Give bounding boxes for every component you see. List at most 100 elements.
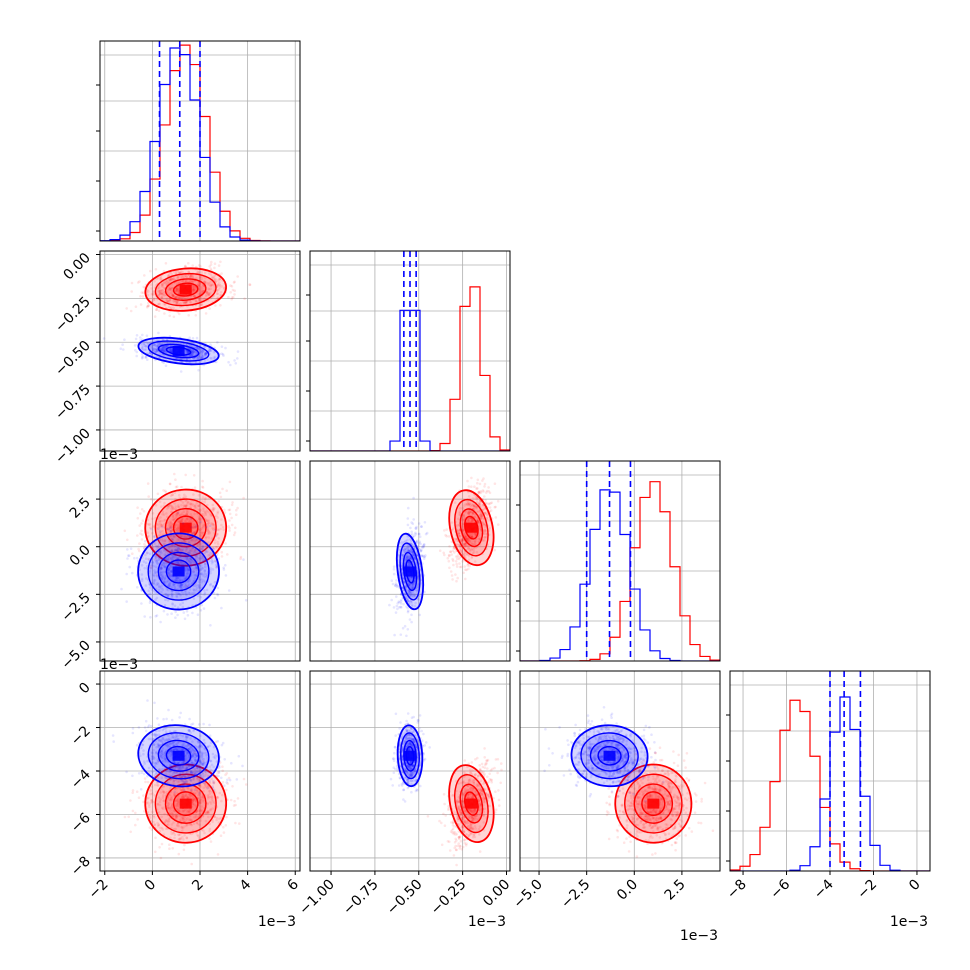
scatter-point bbox=[404, 547, 408, 551]
scatter-point bbox=[410, 593, 413, 597]
scatter-point bbox=[155, 583, 158, 587]
scatter-point bbox=[176, 561, 180, 565]
scatter-point bbox=[185, 610, 189, 613]
scatter-point bbox=[178, 584, 182, 588]
scatter-point bbox=[202, 607, 206, 610]
scatter-point bbox=[195, 506, 198, 510]
scatter-point bbox=[193, 815, 196, 819]
scatter-point bbox=[210, 769, 213, 772]
scatter-point bbox=[162, 543, 166, 546]
scatter-point bbox=[234, 362, 238, 365]
scatter-point bbox=[184, 349, 187, 353]
scatter-point bbox=[190, 546, 194, 550]
scatter-point bbox=[179, 592, 182, 596]
scatter-point bbox=[196, 794, 200, 797]
scatter-point bbox=[452, 563, 455, 567]
scatter-point bbox=[155, 560, 158, 563]
scatter-point bbox=[201, 349, 205, 352]
scatter-point bbox=[174, 485, 178, 489]
scatter-point bbox=[160, 563, 163, 566]
scatter-point bbox=[177, 547, 180, 551]
scatter-point bbox=[161, 576, 165, 579]
scatter-point bbox=[190, 538, 193, 541]
scatter-point bbox=[138, 549, 141, 553]
scatter-point bbox=[479, 527, 482, 530]
scatter-panel-0-2 bbox=[99, 460, 301, 662]
scatter-point bbox=[207, 293, 211, 297]
scatter-point bbox=[213, 507, 216, 510]
scatter-point bbox=[472, 548, 475, 552]
scatter-point bbox=[216, 586, 220, 590]
scatter-point bbox=[164, 518, 167, 522]
scatter-point bbox=[165, 279, 168, 283]
scatter-point bbox=[140, 573, 144, 576]
scatter-point bbox=[217, 264, 221, 267]
scatter-point bbox=[226, 553, 229, 556]
scatter-point bbox=[470, 502, 473, 506]
scatter-point bbox=[177, 592, 181, 596]
scatter-point bbox=[168, 286, 172, 289]
scatter-point bbox=[151, 344, 154, 347]
scatter-point bbox=[147, 341, 151, 345]
scatter-point bbox=[478, 502, 482, 505]
scatter-point bbox=[159, 291, 162, 295]
scatter-point bbox=[165, 279, 169, 282]
scatter-point bbox=[159, 567, 163, 571]
scatter-point bbox=[233, 531, 237, 534]
scatter-point bbox=[123, 338, 126, 342]
scatter-point bbox=[162, 489, 165, 492]
scatter-point bbox=[155, 548, 158, 551]
scatter-point bbox=[179, 603, 182, 606]
scatter-point bbox=[166, 594, 169, 598]
scatter-point bbox=[406, 549, 409, 552]
scatter-point bbox=[395, 579, 398, 582]
scatter-point bbox=[207, 522, 210, 525]
scatter-point bbox=[452, 527, 455, 530]
scatter-point bbox=[170, 293, 174, 296]
scatter-point bbox=[206, 523, 209, 526]
scatter-point bbox=[444, 533, 447, 537]
scatter-point bbox=[173, 472, 176, 476]
scatter-point bbox=[210, 522, 213, 525]
scatter-point bbox=[423, 521, 427, 524]
scatter-point bbox=[183, 834, 186, 837]
scatter-point bbox=[207, 521, 211, 525]
scatter-point bbox=[192, 563, 196, 567]
scatter-point bbox=[469, 510, 473, 514]
scatter-point bbox=[152, 498, 156, 502]
scatter-point bbox=[192, 285, 196, 288]
scatter-point bbox=[445, 535, 449, 538]
scatter-point bbox=[228, 508, 232, 512]
scatter-point bbox=[208, 531, 211, 534]
scatter-point bbox=[200, 526, 204, 530]
scatter-point bbox=[189, 275, 192, 279]
scatter-point bbox=[212, 277, 215, 280]
scatter-point bbox=[197, 299, 201, 303]
scatter-point bbox=[183, 591, 187, 594]
scatter-point bbox=[464, 535, 468, 539]
scatter-point bbox=[474, 505, 478, 509]
scatter-point bbox=[160, 295, 164, 299]
scatter-point bbox=[162, 345, 166, 349]
scatter-point bbox=[139, 512, 142, 515]
scatter-point bbox=[162, 269, 166, 273]
scatter-point bbox=[154, 308, 158, 312]
scatter-point bbox=[152, 343, 155, 347]
scatter-point bbox=[161, 828, 164, 831]
scatter-point bbox=[193, 524, 196, 527]
scatter-point bbox=[201, 496, 205, 499]
scatter-point bbox=[158, 292, 162, 295]
scatter-point bbox=[481, 539, 485, 542]
scatter-point bbox=[155, 614, 159, 617]
scatter-point bbox=[201, 545, 205, 549]
scatter-point bbox=[168, 482, 172, 486]
scatter-point bbox=[462, 531, 466, 535]
scatter-point bbox=[167, 781, 170, 785]
scatter-point bbox=[157, 555, 160, 559]
scatter-point bbox=[415, 540, 418, 543]
scatter-point bbox=[185, 557, 188, 560]
scatter-point bbox=[165, 299, 169, 302]
scatter-point bbox=[399, 633, 403, 636]
scatter-point bbox=[407, 548, 411, 552]
